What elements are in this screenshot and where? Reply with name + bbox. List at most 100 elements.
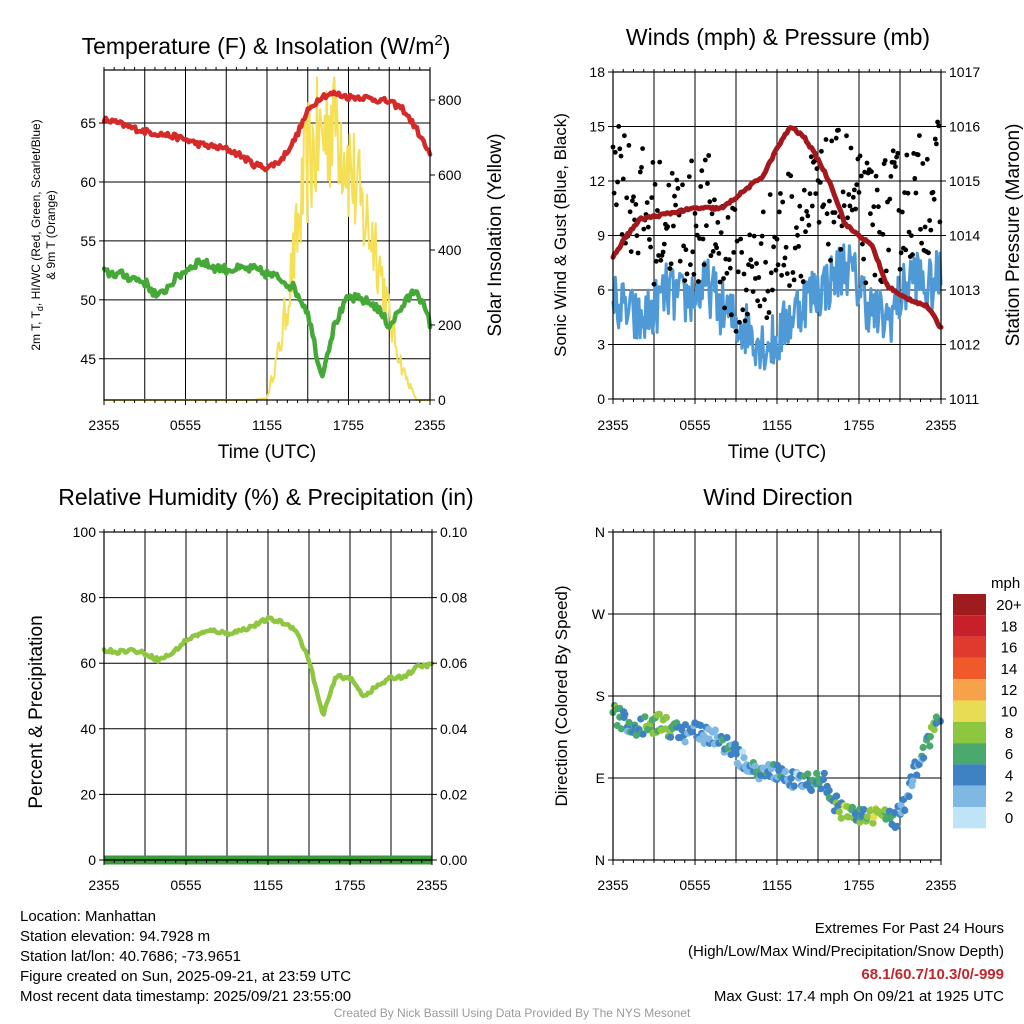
- direction-point: [920, 754, 928, 762]
- gust-point: [805, 213, 811, 219]
- footer-latlon: Station lat/lon: 40.7686; -73.9651: [20, 948, 242, 965]
- y-tick-label: 20: [80, 786, 96, 802]
- gust-point: [612, 149, 618, 155]
- gust-point: [688, 262, 693, 268]
- legend-swatch: [953, 636, 986, 658]
- gust-point: [861, 256, 866, 262]
- direction-point: [835, 808, 843, 816]
- gust-point: [637, 169, 643, 175]
- direction-point: [890, 809, 899, 817]
- gust-point: [732, 207, 738, 213]
- gust-point: [760, 209, 766, 215]
- gust-point: [872, 272, 878, 278]
- y-tick-label: 0.06: [440, 655, 467, 671]
- x-tick-label: 1755: [843, 417, 874, 433]
- gust-point: [883, 268, 889, 274]
- gust-point: [686, 174, 692, 180]
- gust-point: [651, 281, 657, 287]
- gust-point: [764, 315, 770, 321]
- gust-point: [932, 136, 938, 142]
- gust-point: [691, 271, 697, 277]
- direction-point: [926, 742, 934, 750]
- gust-point: [852, 187, 857, 193]
- x-tick-label: 0555: [679, 417, 710, 433]
- gust-point: [755, 298, 760, 304]
- gust-point: [788, 173, 794, 179]
- temp-ticks: 2355 0555 1155 1755 2355 45 50 55 60 65 0 200 400 600…: [80, 67, 462, 433]
- direction-point: [740, 754, 748, 762]
- gust-point: [622, 133, 627, 139]
- gust-point: [635, 250, 641, 256]
- gust-point: [766, 310, 772, 315]
- gust-point: [710, 249, 716, 254]
- x-tick-label: 2355: [925, 877, 956, 893]
- direction-point: [869, 819, 877, 827]
- extremes-values: 68.1/60.7/10.3/0/-999: [861, 966, 1004, 983]
- gust-point: [787, 283, 792, 288]
- direction-point: [739, 748, 747, 756]
- gust-point: [864, 160, 870, 166]
- gust-point: [739, 250, 745, 255]
- gust-point: [634, 233, 640, 239]
- gust-point: [731, 250, 737, 255]
- direction-point: [687, 728, 696, 736]
- direction-point: [662, 725, 670, 733]
- gust-point: [762, 297, 767, 303]
- y-tick-label: 1015: [949, 173, 980, 189]
- legend-label: 8: [1005, 725, 1013, 742]
- gust-point: [821, 202, 827, 208]
- direction-point: [844, 813, 852, 821]
- gust-point: [840, 189, 846, 195]
- y-tick-label: 6: [597, 282, 605, 298]
- legend-title: mph: [991, 575, 1020, 592]
- gust-point: [774, 236, 780, 242]
- gust-point: [644, 200, 650, 206]
- direction-point: [909, 777, 917, 785]
- gust-point: [807, 191, 813, 197]
- gust-point: [782, 255, 788, 261]
- gust-point: [693, 223, 699, 229]
- gust-point: [853, 206, 858, 212]
- direction-point: [639, 730, 647, 738]
- gust-point: [768, 270, 774, 276]
- gust-point: [631, 194, 636, 200]
- y-tick-label: 40: [80, 721, 96, 737]
- gust-point: [783, 244, 789, 250]
- gust-point: [627, 209, 633, 215]
- x-tick-label: 1155: [253, 877, 283, 893]
- gust-point: [715, 220, 721, 225]
- gust-point: [934, 141, 939, 147]
- gust-point: [675, 186, 681, 191]
- y-tick-label: 1014: [949, 228, 980, 244]
- x-tick-label: 2355: [88, 417, 119, 433]
- gust-point: [747, 232, 753, 238]
- gust-point: [658, 257, 664, 263]
- wind-xlabel: Time (UTC): [728, 442, 827, 463]
- gust-point: [919, 240, 924, 246]
- legend-label: 16: [1001, 640, 1018, 657]
- gust-point: [617, 146, 623, 152]
- direction-point: [617, 725, 625, 733]
- gust-point: [931, 196, 937, 202]
- gust-point: [824, 211, 830, 217]
- temp-ylabel-right: Solar Insolation (Yellow): [485, 133, 506, 336]
- x-tick-label: 0555: [170, 877, 201, 893]
- gust-point: [870, 222, 876, 228]
- gust-point: [677, 258, 683, 264]
- direction-point: [919, 743, 927, 752]
- direction-point: [926, 733, 935, 741]
- gust-point: [666, 182, 672, 188]
- x-tick-label: 2355: [414, 417, 445, 433]
- gust-point: [906, 229, 912, 235]
- gust-point: [647, 237, 652, 242]
- gust-point: [854, 182, 860, 188]
- footer-location: Location: Manhattan: [20, 908, 156, 925]
- gust-point: [758, 241, 764, 247]
- legend-label: 4: [1005, 767, 1013, 784]
- gust-point: [738, 236, 743, 242]
- gust-point: [880, 231, 886, 237]
- direction-point: [666, 733, 675, 741]
- direction-point: [681, 738, 689, 746]
- gust-point: [898, 250, 904, 256]
- legend-swatch: [953, 807, 986, 829]
